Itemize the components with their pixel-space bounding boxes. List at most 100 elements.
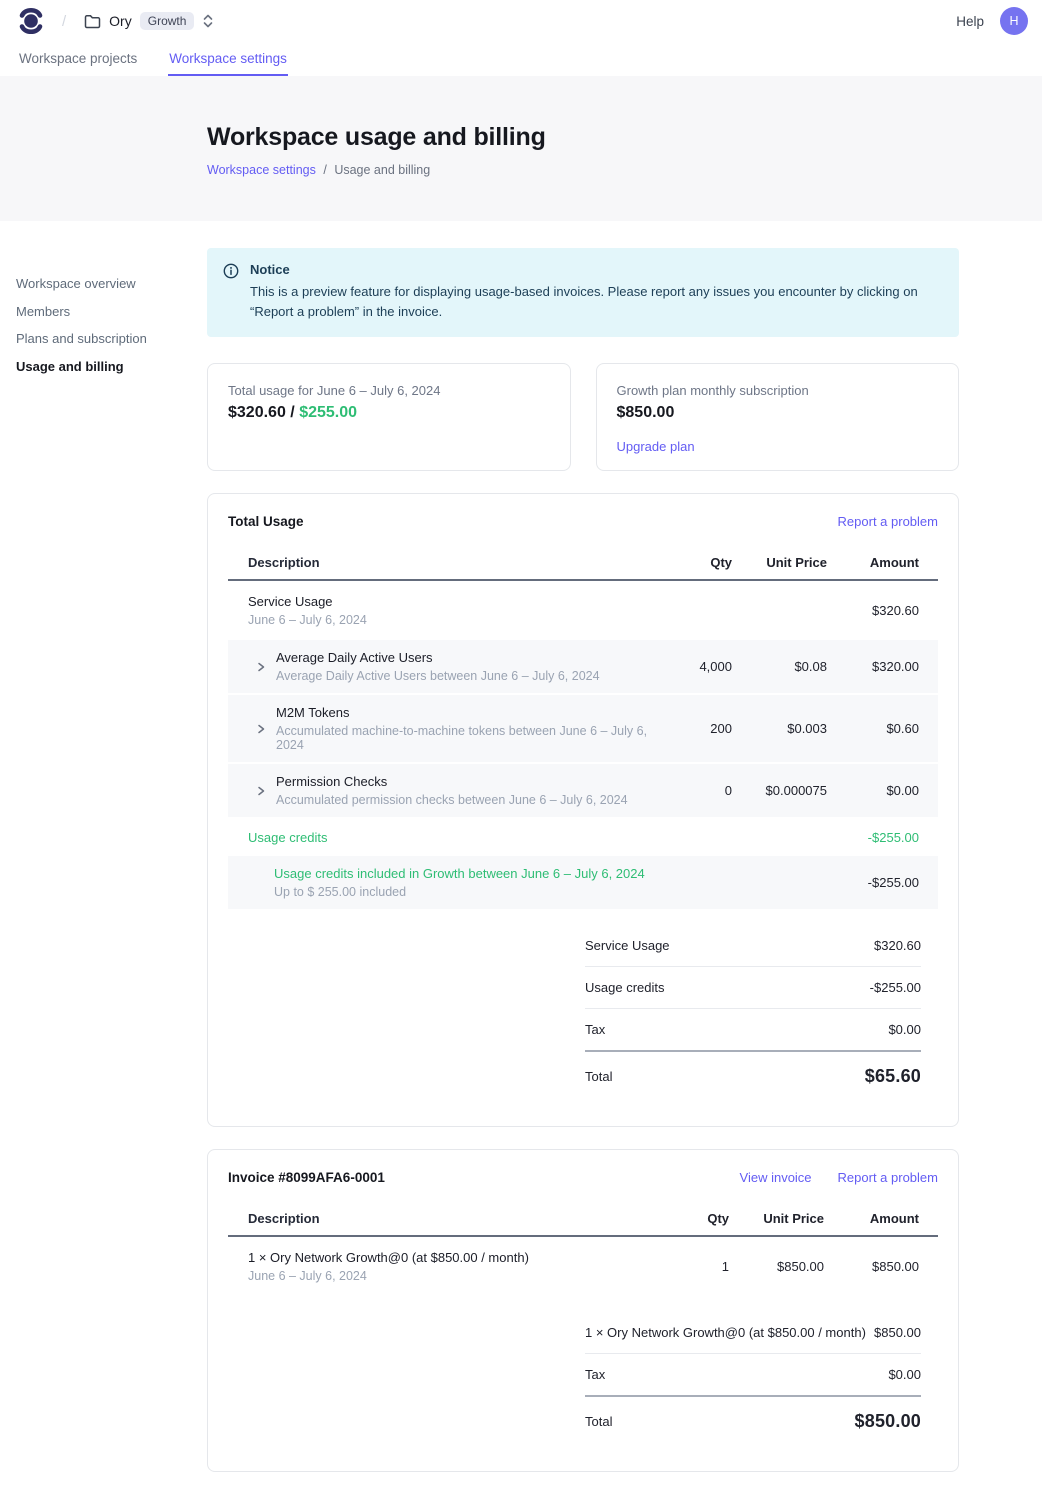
total-usage-panel: Total Usage Report a problem Description… bbox=[207, 493, 959, 1128]
usage-table: Description Qty Unit Price Amount Servic… bbox=[228, 549, 938, 910]
help-link[interactable]: Help bbox=[956, 13, 984, 29]
topbar-left: / Ory Growth bbox=[18, 6, 214, 36]
row-period: June 6 – July 6, 2024 bbox=[248, 1269, 367, 1284]
breadcrumb-current: Usage and billing bbox=[334, 163, 431, 177]
sidebar-item-plans-and-subscription[interactable]: Plans and subscription bbox=[16, 331, 147, 346]
content: Workspace overview Members Plans and sub… bbox=[0, 248, 1042, 1488]
row-amount: -$255.00 bbox=[867, 830, 919, 846]
row-name: Service Usage bbox=[248, 594, 333, 610]
tab-workspace-settings[interactable]: Workspace settings bbox=[168, 42, 288, 76]
row-qty: 1 bbox=[721, 1259, 729, 1275]
ory-logo-icon[interactable] bbox=[18, 6, 44, 36]
invoice-table-header-row: Description Qty Unit Price Amount bbox=[228, 1205, 938, 1238]
row-description: Average Daily Active Users between June … bbox=[276, 669, 600, 684]
hero-section: Workspace usage and billing Workspace se… bbox=[0, 76, 1042, 221]
row-description: Up to $ 255.00 included bbox=[274, 885, 407, 900]
plan-badge: Growth bbox=[139, 12, 195, 30]
usage-total-value: $65.60 bbox=[864, 1066, 921, 1087]
row-name: 1 × Ory Network Growth@0 (at $850.00 / m… bbox=[248, 1250, 529, 1266]
invoice-title: Invoice #8099AFA6-0001 bbox=[228, 1170, 385, 1186]
col-qty: Qty bbox=[710, 555, 732, 571]
workspace-switcher[interactable]: Ory Growth bbox=[84, 12, 214, 30]
invoice-summary-row-total: Total $850.00 bbox=[585, 1411, 921, 1432]
topbar-right: Help H bbox=[956, 7, 1028, 35]
summary-row-service-usage: Service Usage $320.60 bbox=[585, 925, 921, 968]
row-amount: $320.60 bbox=[872, 603, 919, 619]
breadcrumb: Workspace settings / Usage and billing bbox=[207, 163, 1042, 177]
expand-chevron-icon[interactable] bbox=[256, 785, 266, 797]
invoice-total-value: $850.00 bbox=[854, 1411, 921, 1432]
sidebar-item-members[interactable]: Members bbox=[16, 303, 71, 319]
workspace-tabbar: Workspace projects Workspace settings bbox=[0, 42, 1042, 76]
expand-chevron-icon[interactable] bbox=[256, 723, 266, 735]
chevron-updown-icon bbox=[202, 13, 214, 29]
col-unit-price: Unit Price bbox=[766, 555, 827, 571]
col-amount: Amount bbox=[869, 555, 919, 571]
notice-content: Notice This is a preview feature for dis… bbox=[250, 262, 943, 322]
usage-credit-amount: $255.00 bbox=[299, 404, 358, 422]
report-a-problem-link[interactable]: Report a problem bbox=[837, 1170, 938, 1186]
info-icon bbox=[223, 263, 239, 322]
avatar-initial: H bbox=[1009, 14, 1019, 28]
row-description: Accumulated permission checks between Ju… bbox=[276, 793, 628, 808]
usage-row-permission-checks[interactable]: Permission Checks Accumulated permission… bbox=[228, 764, 938, 820]
col-unit-price: Unit Price bbox=[763, 1211, 824, 1227]
total-usage-title: Total Usage bbox=[228, 514, 304, 530]
usage-row-average-daily-active-users[interactable]: Average Daily Active Users Average Daily… bbox=[228, 640, 938, 696]
expand-chevron-icon[interactable] bbox=[256, 661, 266, 673]
usage-summary: Service Usage $320.60 Usage credits -$25… bbox=[585, 925, 938, 1100]
service-usage-section-row: Service Usage June 6 – July 6, 2024 $320… bbox=[228, 581, 938, 640]
invoice-table: Description Qty Unit Price Amount 1 × Or… bbox=[228, 1205, 938, 1296]
subscription-card: Growth plan monthly subscription $850.00… bbox=[595, 363, 959, 472]
invoice-panel: Invoice #8099AFA6-0001 View invoice Repo… bbox=[207, 1149, 959, 1473]
total-usage-card-amount: $320.60 / $255.00 bbox=[228, 404, 358, 422]
subscription-card-amount: $850.00 bbox=[616, 404, 675, 422]
usage-credits-detail-row: Usage credits included in Growth between… bbox=[228, 856, 938, 910]
page-title: Workspace usage and billing bbox=[207, 123, 546, 151]
row-name: M2M Tokens bbox=[276, 705, 350, 721]
invoice-summary: 1 × Ory Network Growth@0 (at $850.00 / m… bbox=[585, 1312, 938, 1445]
user-avatar[interactable]: H bbox=[1000, 7, 1028, 35]
tab-workspace-projects[interactable]: Workspace projects bbox=[19, 50, 138, 66]
summary-cards: Total usage for June 6 – July 6, 2024 $3… bbox=[207, 363, 959, 472]
main-column: Notice This is a preview feature for dis… bbox=[207, 248, 959, 1473]
row-qty: 200 bbox=[710, 721, 732, 737]
topbar: / Ory Growth Help H bbox=[0, 0, 1042, 42]
row-amount: $850.00 bbox=[872, 1259, 919, 1275]
row-qty: 0 bbox=[724, 783, 732, 799]
row-amount: $0.60 bbox=[886, 721, 919, 737]
folder-icon bbox=[84, 14, 101, 29]
col-amount: Amount bbox=[869, 1211, 919, 1227]
row-period: June 6 – July 6, 2024 bbox=[248, 613, 367, 628]
row-name: Permission Checks bbox=[276, 774, 388, 790]
row-amount: $320.00 bbox=[872, 659, 919, 675]
notice-body: This is a preview feature for displaying… bbox=[250, 284, 918, 320]
summary-row-usage-credits: Usage credits -$255.00 bbox=[585, 967, 921, 1010]
row-name: Usage credits included in Growth between… bbox=[274, 866, 645, 882]
sidebar-item-usage-and-billing[interactable]: Usage and billing bbox=[16, 358, 124, 374]
settings-sidebar: Workspace overview Members Plans and sub… bbox=[16, 276, 147, 374]
usage-row-m2m-tokens[interactable]: M2M Tokens Accumulated machine-to-machin… bbox=[228, 695, 938, 765]
row-unit-price: $0.000075 bbox=[765, 783, 827, 799]
row-unit-price: $0.003 bbox=[787, 721, 827, 737]
total-usage-card: Total usage for June 6 – July 6, 2024 $3… bbox=[207, 363, 571, 472]
row-name: Average Daily Active Users bbox=[276, 650, 433, 666]
col-description: Description bbox=[248, 555, 320, 571]
summary-row-tax: Tax $0.00 bbox=[585, 1009, 921, 1053]
breadcrumb-link-workspace-settings[interactable]: Workspace settings bbox=[207, 163, 316, 177]
notice-title: Notice bbox=[250, 262, 290, 277]
total-usage-card-label: Total usage for June 6 – July 6, 2024 bbox=[228, 383, 441, 399]
view-invoice-link[interactable]: View invoice bbox=[739, 1170, 812, 1186]
sidebar-item-workspace-overview[interactable]: Workspace overview bbox=[16, 276, 136, 291]
row-unit-price: $0.08 bbox=[794, 659, 827, 675]
upgrade-plan-link[interactable]: Upgrade plan bbox=[616, 439, 695, 455]
usage-credits-section-row: Usage credits -$255.00 bbox=[228, 819, 938, 856]
row-amount: -$255.00 bbox=[867, 875, 919, 891]
notice-banner: Notice This is a preview feature for dis… bbox=[207, 248, 959, 338]
row-qty: 4,000 bbox=[699, 659, 732, 675]
invoice-summary-row-line-item: 1 × Ory Network Growth@0 (at $850.00 / m… bbox=[585, 1312, 921, 1355]
report-a-problem-link[interactable]: Report a problem bbox=[837, 514, 938, 530]
row-description: Accumulated machine-to-machine tokens be… bbox=[276, 724, 648, 753]
usage-table-header-row: Description Qty Unit Price Amount bbox=[228, 549, 938, 582]
